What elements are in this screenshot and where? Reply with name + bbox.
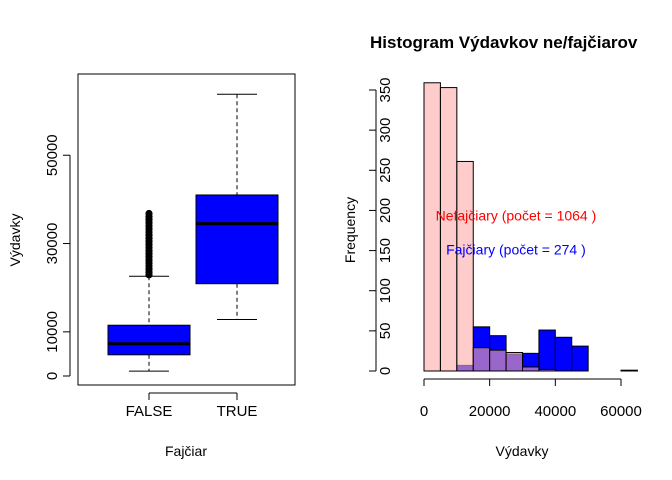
histogram-bar [538, 368, 556, 372]
boxplot-x-tick-label: TRUE [217, 403, 258, 420]
iqr-box [195, 194, 279, 285]
outlier-point [145, 209, 153, 218]
iqr-box [107, 324, 191, 356]
histogram-bar [489, 349, 507, 372]
histogram-x-tick-label: 40000 [534, 403, 576, 420]
histogram-y-tick-label: 100 [377, 278, 394, 303]
histogram-y-axis: 0 50 100 150 200 250 300 350 [369, 77, 394, 375]
boxplot-y-tick-label: 50000 [44, 134, 61, 176]
histogram-y-tick-label: 300 [377, 118, 394, 143]
boxplot-y-axis: 0 10000 30000 50000 [44, 134, 71, 380]
histogram-y-tick-label: 0 [377, 367, 394, 375]
boxplot-y-tick-label: 0 [44, 372, 61, 380]
histogram-x-tick-label: 60000 [600, 403, 642, 420]
histogram-annotation: Fajčiary (počet = 274 ) [446, 241, 586, 257]
boxplot-frame [77, 73, 296, 386]
histogram-annotations: Nefajčiary (počet = 1064 ) Fajčiary (poče… [436, 208, 597, 258]
boxplot-x-axis: FALSE TRUE [126, 392, 258, 420]
histogram-y-tick-label: 50 [377, 323, 394, 340]
boxplot-y-tick-label: 10000 [44, 311, 61, 353]
histogram-title: Histogram Výdavkov ne/fajčiarov [370, 33, 638, 52]
boxplot-panel: 0 10000 30000 50000 FALSE TRUE Fajčiar Výdav… [7, 73, 296, 459]
histogram-bar [423, 82, 441, 372]
histogram-ylabel: Frequency [342, 197, 358, 263]
boxplot-ylabel: Výdavky [7, 214, 23, 267]
histogram-x-tick-label: 20000 [469, 403, 511, 420]
histogram-bar [439, 87, 458, 372]
boxplot-marks [107, 93, 279, 372]
boxplot-x-tick-label: FALSE [126, 403, 173, 420]
histogram-xlabel: Výdavky [496, 443, 549, 459]
histogram-bar [456, 160, 474, 372]
histogram-y-tick-label: 150 [377, 238, 394, 263]
boxplot-y-tick-label: 30000 [44, 223, 61, 265]
histogram-x-tick-label: 0 [420, 403, 428, 420]
histogram-bar [505, 352, 524, 372]
histogram-bar [571, 345, 589, 372]
histogram-annotation: Nefajčiary (počet = 1064 ) [436, 208, 597, 224]
boxplot-xlabel: Fajčiar [165, 443, 207, 459]
histogram-panel: Histogram Výdavkov ne/fajčiarov 0 50 100 15… [342, 33, 642, 459]
histogram-bar [522, 366, 540, 372]
histogram-bar [620, 369, 638, 372]
histogram-y-tick-label: 250 [377, 158, 394, 183]
histogram-bar [554, 336, 573, 372]
histogram-bar [538, 329, 556, 372]
histogram-bars [423, 82, 638, 372]
histogram-y-tick-label: 350 [377, 77, 394, 102]
histogram-x-axis: 0 20000 40000 60000 [420, 378, 642, 420]
histogram-y-tick-label: 200 [377, 198, 394, 223]
histogram-bar [472, 347, 491, 372]
